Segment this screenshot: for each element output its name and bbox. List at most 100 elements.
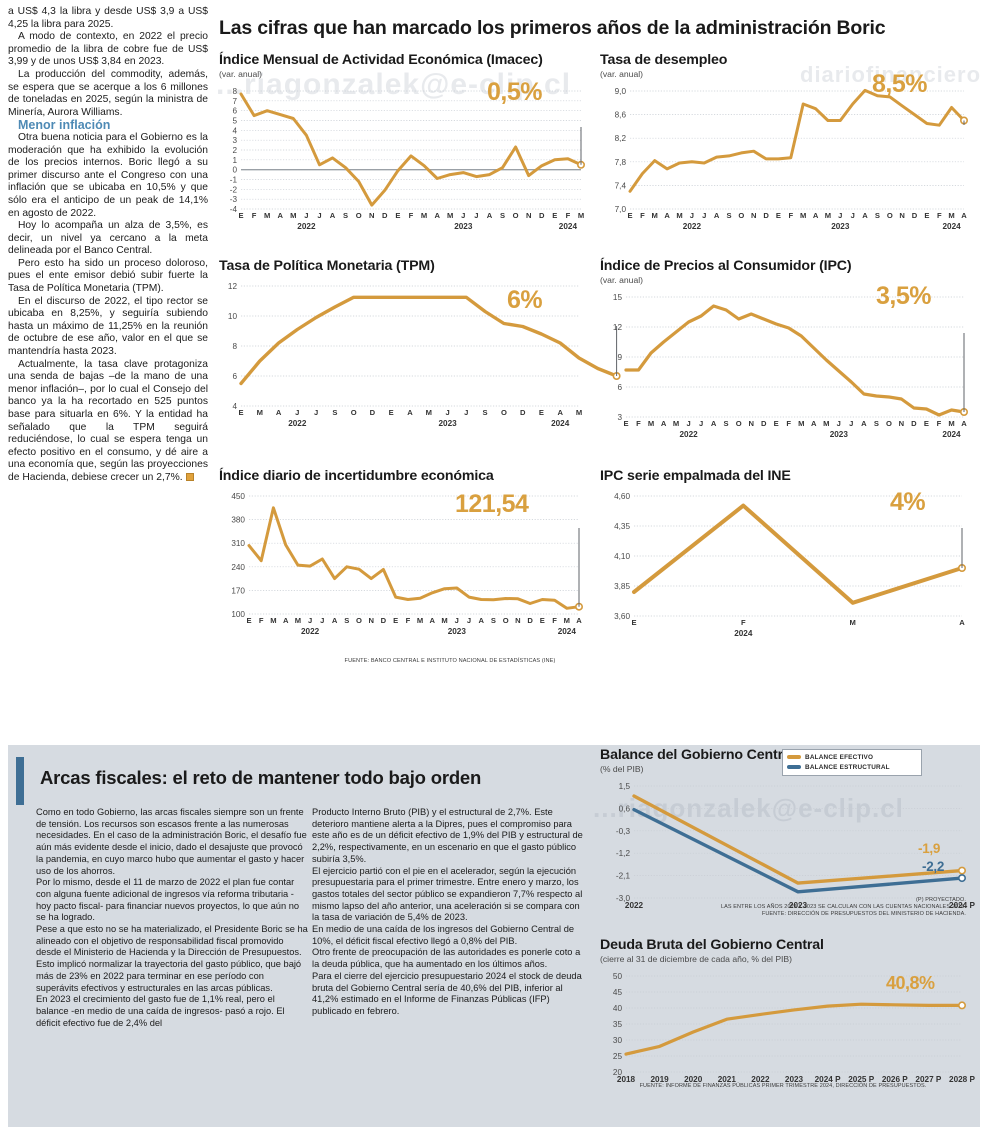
chart-plot-area: 7,0 7,4 7,8 8,2 8,6 9,0 E F M A M J J A S O N D E F M A M J J A S O… [600,85,978,235]
x-axis-month-label: A [487,211,493,220]
x-axis-month-label: J [308,616,312,625]
chart-panel-ipc-ine: IPC serie empalmada del INE 3,60 3,85 4,10 4… [600,468,978,642]
section-subheading: Menor inflación [18,118,111,133]
x-axis-category-label: 2022 [751,1075,770,1084]
article-column-2: Producto Interno Bruto (PIB) y el estruc… [312,807,584,1018]
chart-title: Tasa de desempleo [600,52,728,68]
x-axis-month-label: E [540,616,545,625]
y-axis-tick-label: -2,1 [616,872,631,881]
chart-plot-area: -4 -3 -2 -1 0 1 2 3 4 5 6 7 8 E F M A M J J A S O N D E F M A M J J A S O N… [219,85,591,235]
y-axis-tick-label: 100 [231,610,245,619]
x-axis-month-label: O [736,419,742,428]
y-axis-tick-label: 1,5 [619,782,631,791]
y-axis-tick-label: 4,10 [614,552,630,561]
data-line-desempleo [628,88,966,193]
chart-callout-value: 40,8% [886,973,935,993]
x-axis-month-label: D [382,211,388,220]
x-axis-month-label: F [786,419,791,428]
x-axis-category-label: 2025 P [848,1075,874,1084]
legend-color-swatch [787,755,801,759]
x-axis-month-label: F [552,616,557,625]
chart-note-line: (P) PROYECTADO. [916,897,966,903]
chart-callout-value: 121,54 [455,490,529,518]
data-line-incertidumbre [247,506,581,610]
x-axis-month-label: J [455,616,459,625]
x-axis-month-label: M [417,616,423,625]
y-axis-tick-label: 40 [613,1004,623,1013]
x-axis-month-label: S [491,616,496,625]
y-axis-tick-label: 310 [231,539,245,548]
chart-svg-tpm: 4 6 8 10 12 E M A J J S O D E A M J J S O D E A M 2022 2023 2024 [228,282,621,428]
chart-plot-area: 3 6 9 12 15 E F M A M J J A S O N D E F M A M J J A S O N D E F M A 2022 2… [600,291,978,443]
x-axis-year-label: 2022 [679,430,698,439]
y-axis-tick-label: 6 [232,107,237,116]
y-axis-tick-label: 0,6 [619,804,631,813]
x-axis-year-label: 2024 [942,430,961,439]
y-axis-tick-label: 170 [231,586,245,595]
legend-color-swatch [787,765,801,769]
x-axis-month-label: O [356,616,362,625]
x-axis-month-label: M [578,211,584,220]
x-axis-year-label: 2022 [288,419,307,428]
y-axis-tick-label: -3 [230,195,238,204]
x-axis-month-label: N [751,211,756,220]
y-axis-tick-label: 45 [613,988,623,997]
x-axis-month-label: M [564,616,570,625]
x-axis-month-label: F [252,211,257,220]
data-line-BALANCE ESTRUCTURAL [632,807,964,894]
x-axis-year-label: 2023 [438,419,457,428]
x-axis-month-label: O [501,408,507,417]
y-axis-tick-label: 450 [231,492,245,501]
chart-panel-incertidumbre: Índice diario de incertidumbre económica… [219,468,591,640]
x-axis-month-label: S [483,408,488,417]
x-axis-month-label: M [264,211,270,220]
y-axis-tick-label: 0 [232,166,237,175]
x-axis-month-label: S [344,616,349,625]
chart-svg-desempleo: 7,07,47,88,28,69,0E F M A M J J A S O N D E F M A M J J A S O… [615,87,968,231]
x-axis-month-label: M [648,419,654,428]
x-axis-month-label: A [664,211,670,220]
value-label-estructural: -2,2 [922,859,945,874]
x-axis-month-label: O [886,419,892,428]
x-axis-month-label: D [911,419,917,428]
last-point-marker [957,1001,966,1010]
chart-legend: BALANCE EFECTIVO BALANCE ESTRUCTURAL [782,749,922,776]
y-axis-tick-label: 8 [232,342,237,351]
chart-callout-value: 0,5% [487,78,542,106]
y-axis-tick-label: 380 [231,516,245,525]
x-axis-month-label: J [474,211,478,220]
x-axis-month-label: A [430,616,436,625]
chart-panel-ipc: Índice de Precios al Consumidor (IPC) (va… [600,258,978,443]
y-axis-tick-label: 4,35 [614,522,630,531]
page-title: Las cifras que han marcado los primeros … [219,17,886,39]
article-title: Arcas fiscales: el reto de mantener todo… [40,767,482,788]
x-axis-month-label: M [421,211,427,220]
paragraph: Hoy lo acompaña un alza de 3,5%, es deci… [8,220,208,257]
x-axis-month-label: A [811,419,817,428]
x-axis-year-label: 2022 [297,222,316,231]
x-axis-month-label: E [238,408,243,417]
x-axis-month-label: M [257,408,263,417]
paragraph: Como en todo Gobierno, las arcas fiscale… [36,807,307,876]
chart-subtitle: (% del PIB) [600,764,644,774]
paragraph: Por lo mismo, desde el 11 de marzo de 20… [36,877,300,923]
chart-note-line: FUENTE: INFORME DE FINANZAS PÚBLICAS PRI… [639,1083,927,1089]
x-axis-month-label: M [676,211,682,220]
y-axis-tick-label: 4 [232,126,237,135]
x-axis-month-label: A [283,616,289,625]
x-axis-category-label: 2020 [684,1075,703,1084]
chart-svg-deuda: 20 25 30 35 40 45 50 2018 2019 2020 2021 2022 2023 20… [613,972,976,1084]
x-axis-month-label: A [557,408,563,417]
x-axis-month-label: E [389,408,394,417]
x-axis-month-label: E [627,211,632,220]
y-axis-tick-label: 4 [232,402,237,411]
chart-subtitle: (var. anual) [600,69,643,79]
chart-title: Deuda Bruta del Gobierno Central [600,937,824,953]
x-axis-month-label: A [714,211,720,220]
paragraph: La producción del commodity, además, se … [8,68,208,118]
y-axis-tick-label: 9,0 [615,87,627,96]
chart-callout-value: 3,5% [876,282,931,310]
x-axis-month-label: S [332,408,337,417]
chart-title: IPC serie empalmada del INE [600,468,791,484]
